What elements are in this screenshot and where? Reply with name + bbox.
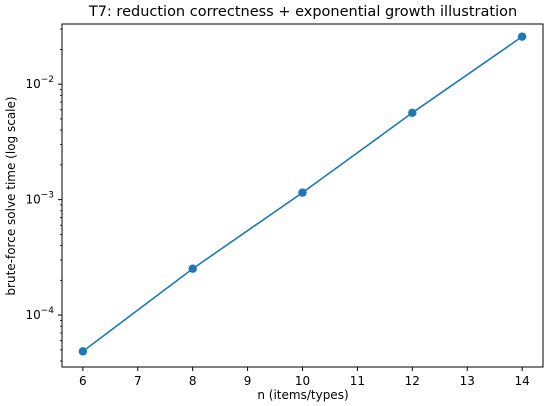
x-tick-label: 10 <box>295 374 310 388</box>
y-tick-label: 10−4 <box>25 306 54 322</box>
y-tick-label-exponent: −2 <box>41 75 54 85</box>
y-tick-label: 10−2 <box>25 75 54 91</box>
x-tick-label: 11 <box>350 374 365 388</box>
data-point <box>408 108 417 117</box>
data-point <box>298 188 307 197</box>
data-point <box>517 32 527 41</box>
series <box>78 32 527 356</box>
y-tick-label-base: 10 <box>25 193 40 207</box>
chart-title: T7: reduction correctness + exponential … <box>88 4 517 20</box>
x-tick-label: 8 <box>189 374 197 388</box>
x-tick-label: 14 <box>514 374 529 388</box>
data-point <box>78 347 88 356</box>
y-tick-label: 10−3 <box>25 191 54 207</box>
x-axis-label: n (items/types) <box>257 388 348 402</box>
x-tick-label: 7 <box>134 374 142 388</box>
x-tick-label: 12 <box>405 374 420 388</box>
y-axis-ticks: 10−410−310−2 <box>25 75 62 322</box>
y-axis-label: brute-force solve time (log scale) <box>4 96 18 295</box>
x-axis-ticks: 6 7 8 9 10 11 12 13 14 <box>79 367 530 388</box>
y-tick-label-exponent: −3 <box>41 191 54 201</box>
plot-frame <box>61 23 544 368</box>
data-point <box>188 264 197 273</box>
y-tick-label-exponent: −4 <box>41 306 55 316</box>
x-tick-label: 6 <box>79 374 87 388</box>
y-tick-label-base: 10 <box>25 77 40 91</box>
x-tick-label: 13 <box>460 374 475 388</box>
x-tick-label: 9 <box>244 374 252 388</box>
y-tick-label-base: 10 <box>25 308 40 322</box>
